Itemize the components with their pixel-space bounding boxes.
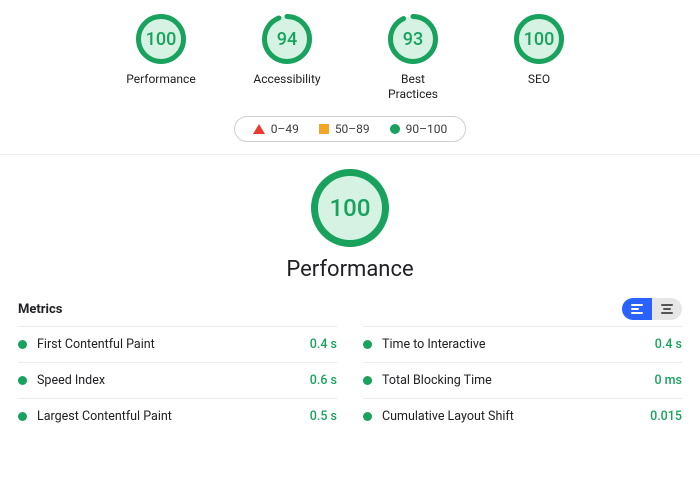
legend-item-good: 90–100	[390, 122, 448, 136]
metric-name: Largest Contentful Paint	[37, 409, 310, 424]
gauge-ring: 100	[136, 14, 186, 64]
big-gauge-ring: 100	[311, 169, 389, 247]
metrics-title: Metrics	[18, 302, 62, 317]
metric-row[interactable]: Total Blocking Time 0 ms	[363, 362, 682, 398]
metric-row[interactable]: Largest Contentful Paint 0.5 s	[18, 398, 337, 434]
performance-section: 100 Performance	[0, 155, 700, 292]
status-dot-icon	[363, 412, 372, 421]
legend-item-fail: 0–49	[253, 122, 299, 136]
metric-row[interactable]: First Contentful Paint 0.4 s	[18, 326, 337, 362]
gauge-ring: 93	[388, 14, 438, 64]
gauge-label: Performance	[126, 72, 195, 87]
metrics-view-toggle	[622, 298, 682, 320]
square-icon	[319, 124, 329, 134]
gauge-ring: 94	[262, 14, 312, 64]
score-legend: 0–49 50–89 90–100	[0, 116, 700, 142]
gauge-best-practices[interactable]: 93 Best Practices	[368, 14, 458, 102]
metric-value: 0.6 s	[310, 373, 337, 388]
gauge-label: Best Practices	[388, 72, 438, 102]
metrics-grid: First Contentful Paint 0.4 s Speed Index…	[18, 326, 682, 434]
status-dot-icon	[18, 412, 27, 421]
legend-pill: 0–49 50–89 90–100	[234, 116, 467, 142]
metric-value: 0.5 s	[310, 409, 337, 424]
metrics-col-left: First Contentful Paint 0.4 s Speed Index…	[18, 326, 337, 434]
metric-row[interactable]: Time to Interactive 0.4 s	[363, 326, 682, 362]
circle-icon	[390, 124, 400, 134]
gauge-accessibility[interactable]: 94 Accessibility	[242, 14, 332, 102]
triangle-icon	[253, 124, 265, 134]
metric-name: First Contentful Paint	[37, 337, 310, 352]
metric-row[interactable]: Cumulative Layout Shift 0.015	[363, 398, 682, 434]
status-dot-icon	[363, 376, 372, 385]
metric-name: Speed Index	[37, 373, 310, 388]
metric-row[interactable]: Speed Index 0.6 s	[18, 362, 337, 398]
legend-item-average: 50–89	[319, 122, 370, 136]
metrics-header: Metrics	[18, 292, 682, 326]
view-toggle-expanded[interactable]	[622, 298, 652, 320]
lines-left-icon	[631, 304, 643, 314]
legend-range: 50–89	[335, 122, 370, 136]
gauge-label: Accessibility	[253, 72, 320, 87]
section-title: Performance	[0, 257, 700, 282]
metrics-area: Metrics First Contentful Paint 0.4 s	[0, 292, 700, 444]
lines-centered-icon	[661, 304, 673, 314]
status-dot-icon	[363, 340, 372, 349]
status-dot-icon	[18, 376, 27, 385]
gauge-score: 94	[262, 14, 312, 64]
metric-value: 0.015	[650, 409, 682, 424]
gauge-score: 100	[136, 14, 186, 64]
gauge-seo[interactable]: 100 SEO	[494, 14, 584, 102]
metrics-col-right: Time to Interactive 0.4 s Total Blocking…	[363, 326, 682, 434]
gauge-performance[interactable]: 100 Performance	[116, 14, 206, 102]
gauge-label: SEO	[528, 72, 550, 87]
big-gauge-score: 100	[311, 169, 389, 247]
view-toggle-compact[interactable]	[652, 298, 682, 320]
legend-range: 90–100	[406, 122, 448, 136]
gauge-ring: 100	[514, 14, 564, 64]
metric-name: Cumulative Layout Shift	[382, 409, 650, 424]
metric-name: Time to Interactive	[382, 337, 655, 352]
gauge-score: 93	[388, 14, 438, 64]
metric-value: 0.4 s	[310, 337, 337, 352]
top-gauges-row: 100 Performance 94 Accessibility 93 Best…	[0, 0, 700, 112]
legend-range: 0–49	[271, 122, 299, 136]
metric-value: 0 ms	[654, 373, 682, 388]
status-dot-icon	[18, 340, 27, 349]
metric-name: Total Blocking Time	[382, 373, 654, 388]
metric-value: 0.4 s	[655, 337, 682, 352]
gauge-score: 100	[514, 14, 564, 64]
